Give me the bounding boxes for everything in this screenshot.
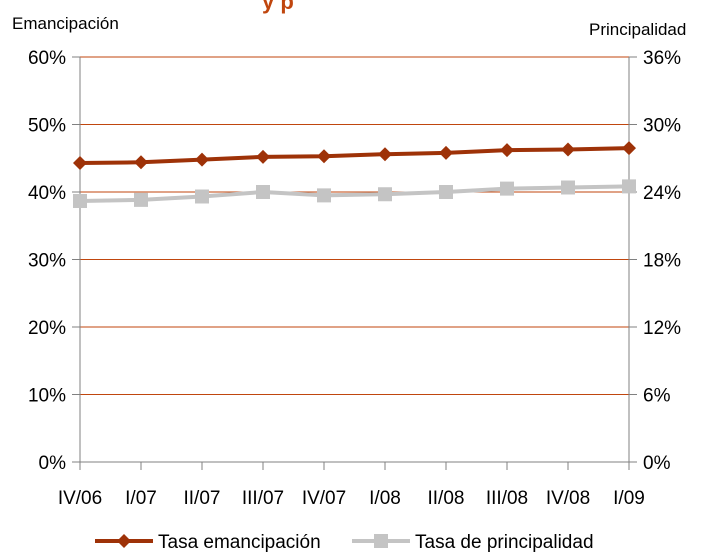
- data-point: [439, 185, 453, 199]
- data-point: [500, 143, 514, 158]
- right-axis-title: Principalidad: [589, 20, 686, 39]
- data-point: [317, 188, 331, 203]
- x-tick-label: II/08: [428, 488, 465, 509]
- chart-title: y p: [262, 0, 294, 14]
- x-tick-labels: IV/06 I/07 II/07 III/07 IV/07 I/08 II/08 III/08…: [58, 488, 645, 509]
- data-point: [73, 194, 87, 208]
- axes: [72, 56, 637, 470]
- x-tick-label: I/07: [125, 488, 157, 509]
- data-point: [500, 181, 514, 196]
- right-tick-label: 24%: [643, 183, 681, 204]
- data-point: [73, 155, 87, 170]
- right-tick-label: 30%: [643, 116, 681, 137]
- data-point: [195, 189, 209, 204]
- right-tick-label: 12%: [643, 318, 681, 339]
- legend-label: Tasa de principalidad: [415, 532, 594, 553]
- legend: Tasa emancipación Tasa de principalidad: [95, 532, 594, 553]
- x-tick-label: IV/08: [546, 488, 590, 509]
- data-point: [622, 179, 636, 194]
- legend-marker: [117, 534, 131, 548]
- left-tick-label: 0%: [39, 453, 67, 474]
- data-point: [622, 141, 636, 156]
- data-point: [561, 180, 575, 195]
- right-tick-labels: 0% 6% 12% 18% 24% 30% 36%: [643, 48, 681, 474]
- x-tick-label: I/08: [369, 488, 401, 509]
- x-tick-label: III/07: [242, 488, 284, 509]
- x-tick-label: IV/06: [58, 488, 102, 509]
- data-point: [256, 149, 270, 164]
- left-tick-label: 20%: [28, 318, 66, 339]
- left-tick-label: 40%: [28, 183, 66, 204]
- x-tick-label: IV/07: [302, 488, 346, 509]
- x-tick-label: II/07: [184, 488, 221, 509]
- data-point: [317, 149, 331, 164]
- right-tick-label: 18%: [643, 251, 681, 272]
- data-point: [439, 145, 453, 160]
- x-tick-label: III/08: [486, 488, 528, 509]
- left-tick-labels: 0% 10% 20% 30% 40% 50% 60%: [28, 48, 66, 474]
- right-tick-label: 6%: [643, 386, 671, 407]
- data-point: [134, 155, 148, 170]
- right-tick-label: 0%: [643, 453, 671, 474]
- series-line: [79, 146, 630, 165]
- right-tick-label: 36%: [643, 48, 681, 69]
- series-lines: [73, 141, 636, 208]
- left-tick-label: 10%: [28, 386, 66, 407]
- series-line: [79, 184, 630, 203]
- x-tick-label: I/09: [613, 488, 645, 509]
- data-point: [134, 192, 148, 207]
- data-point: [378, 147, 392, 162]
- left-tick-label: 60%: [28, 48, 66, 69]
- data-point: [256, 185, 270, 199]
- legend-marker: [374, 534, 388, 548]
- data-point: [561, 142, 575, 157]
- left-tick-label: 50%: [28, 116, 66, 137]
- legend-label: Tasa emancipación: [158, 532, 321, 553]
- left-axis-title: Emancipación: [12, 14, 119, 33]
- data-point: [378, 187, 392, 202]
- data-point: [195, 152, 209, 167]
- gridlines: [80, 56, 629, 395]
- left-tick-label: 30%: [28, 251, 66, 272]
